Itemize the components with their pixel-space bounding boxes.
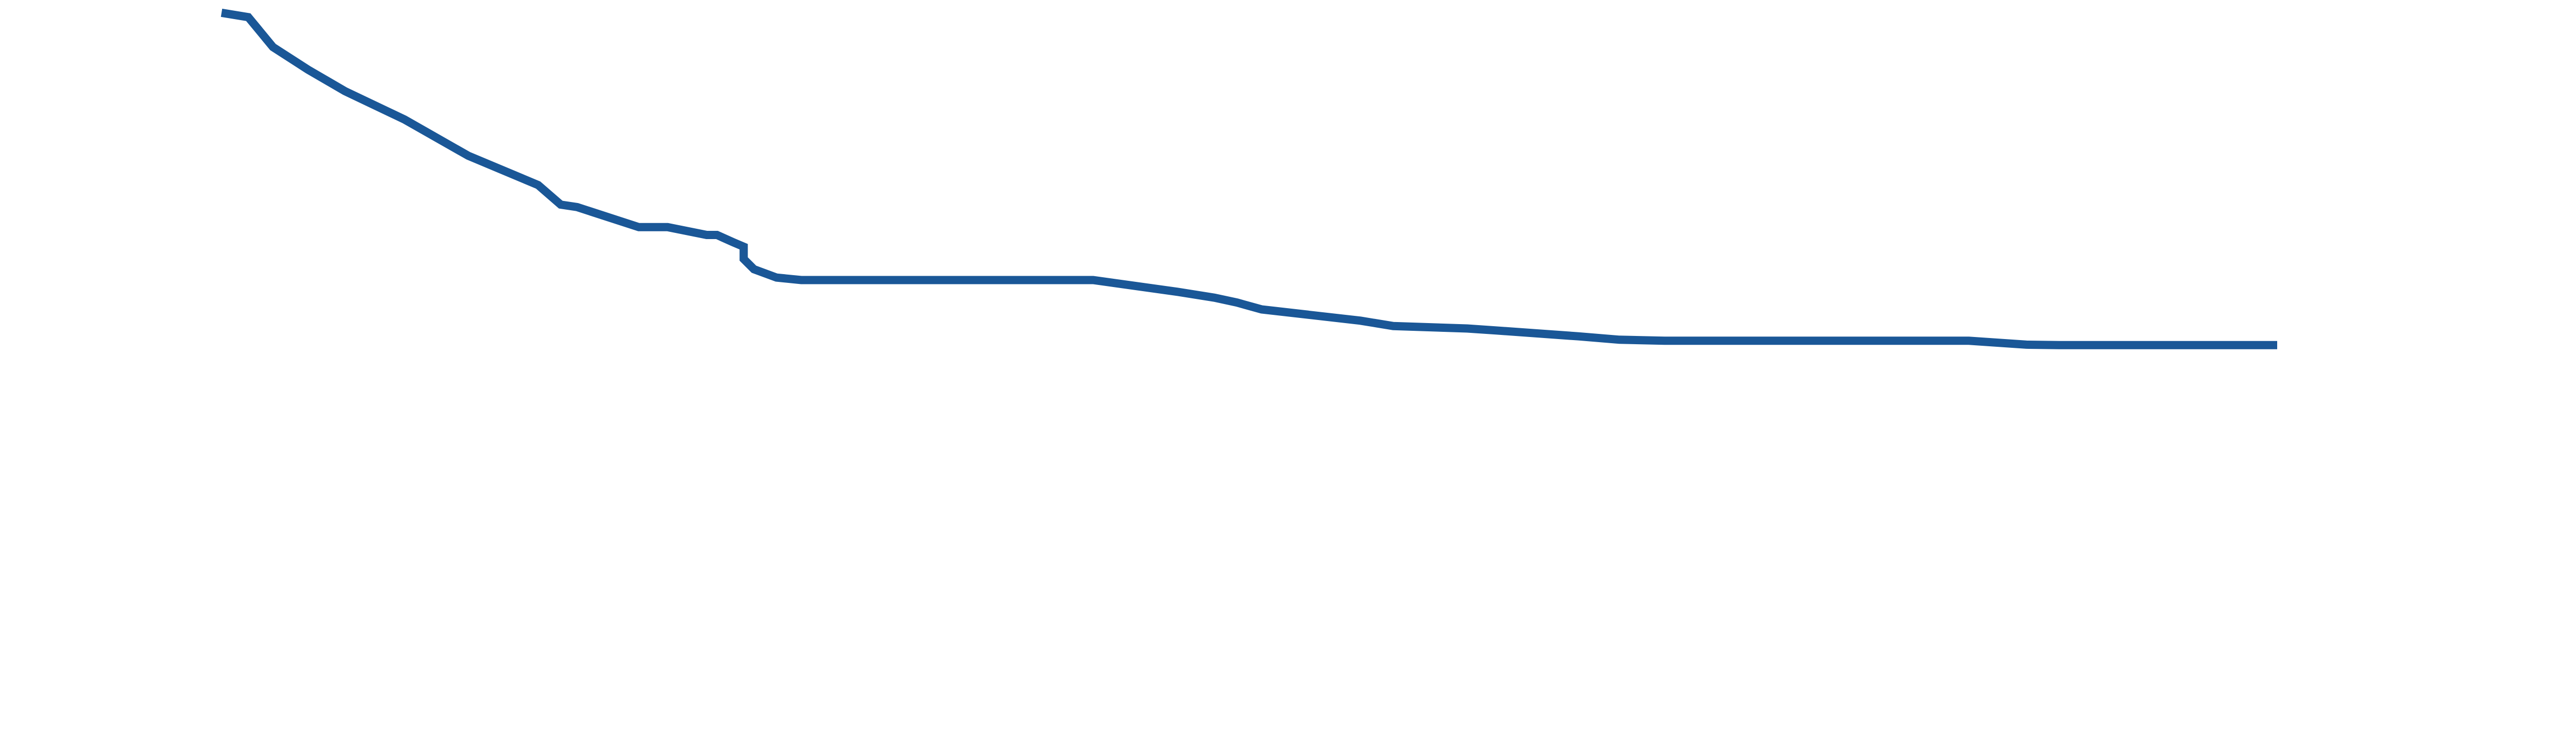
series-line-0	[221, 8, 2277, 349]
series-layer	[221, 8, 2277, 349]
